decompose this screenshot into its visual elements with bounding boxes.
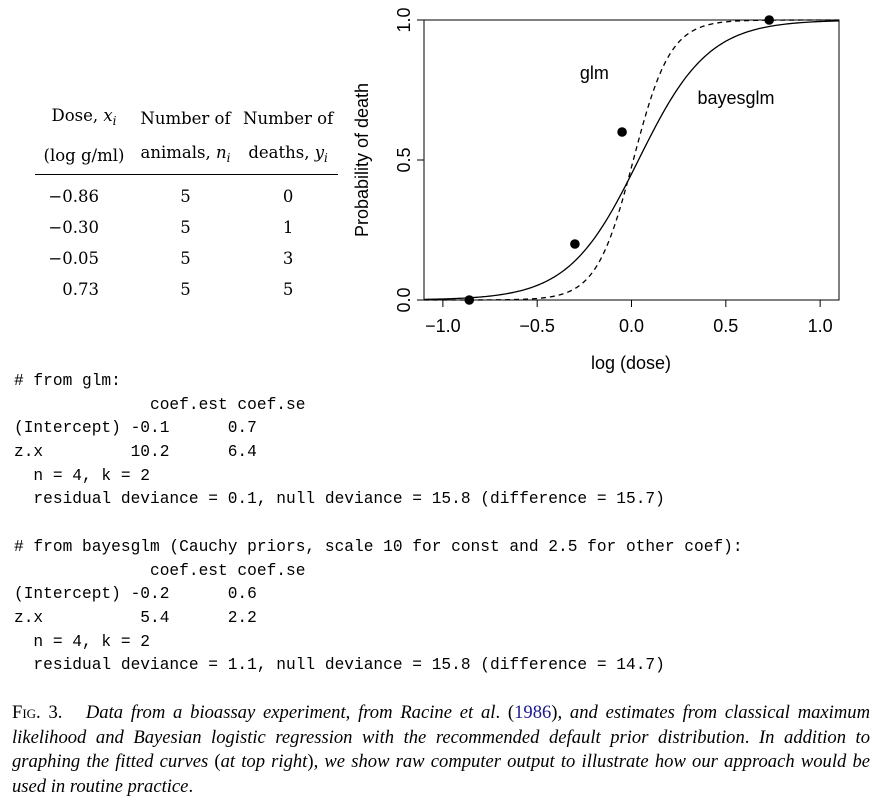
data-point <box>764 15 775 25</box>
glm-curve <box>424 19 839 301</box>
glm-label: glm <box>580 63 609 83</box>
cell-deaths: 3 <box>282 249 294 268</box>
header-animals: Number of <box>140 109 231 128</box>
caption-text: , we show raw computer output to illustr… <box>12 751 871 797</box>
output-line: residual deviance = 0.1, null deviance =… <box>14 490 665 509</box>
caption-punct: ) <box>307 751 314 772</box>
output-line: residual deviance = 1.1, null deviance =… <box>14 656 665 675</box>
output-line: coef.est coef.se <box>14 561 306 580</box>
cell-animals: 5 <box>180 249 191 268</box>
citation-link[interactable]: 1986 <box>514 702 552 723</box>
output-line: n = 4, k = 2 <box>14 632 150 651</box>
header-deaths-var: deaths, yi <box>238 137 339 175</box>
x-tick-label: 0.5 <box>713 316 738 336</box>
figure-caption: Fig. 3. Data from a bioassay experiment,… <box>12 701 870 799</box>
output-line: # from bayesglm (Cauchy priors, scale 10… <box>14 537 743 556</box>
x-tick-label: −1.0 <box>425 316 461 336</box>
bayesglm-curve <box>423 20 840 301</box>
computer-output: # from glm: coef.est coef.se (Intercept) … <box>14 370 743 678</box>
table-row: −0.30 5 1 <box>35 212 338 243</box>
table-row: −0.05 5 3 <box>35 243 338 274</box>
header-animals-var: animals, ni <box>133 137 238 175</box>
cell-dose: 0.73 <box>62 280 99 299</box>
caption-punct: ( <box>214 751 221 772</box>
output-line: (Intercept) -0.1 0.7 <box>14 419 257 438</box>
table-row: 0.73 5 5 <box>35 274 338 305</box>
caption-punct: . <box>188 775 194 797</box>
cell-animals: 5 <box>180 187 191 206</box>
logistic-curves-chart: −1.0 −0.5 0.0 0.5 1.0 0.00.51.0 glmbayesglm … <box>352 7 840 373</box>
output-line: z.x 10.2 6.4 <box>14 443 257 462</box>
cell-dose: −0.05 <box>48 249 99 268</box>
cell-deaths: 1 <box>282 218 294 237</box>
x-tick-label: 1.0 <box>808 316 833 336</box>
plot-frame <box>423 19 840 301</box>
output-line: z.x 5.4 2.2 <box>14 608 257 627</box>
y-axis-label: Probability of death <box>352 83 372 237</box>
output-line: n = 4, k = 2 <box>14 466 150 485</box>
caption-punct: ) <box>551 702 558 723</box>
header-dose: Dose, xi <box>51 106 117 128</box>
y-tick-label: 0.0 <box>394 287 414 312</box>
x-tick-label: 0.0 <box>619 316 644 336</box>
cell-animals: 5 <box>180 280 191 299</box>
caption-text: In addition to graphing the fitted curve… <box>12 726 871 773</box>
cell-dose: −0.30 <box>48 218 99 237</box>
cell-animals: 5 <box>180 218 191 237</box>
y-tick-label: 0.5 <box>394 147 414 172</box>
cell-deaths: 0 <box>282 187 294 206</box>
caption-punct: ( <box>507 702 515 723</box>
caption-text: at top right <box>220 751 308 772</box>
header-dose-unit: (log g/ml) <box>35 137 133 175</box>
output-line: (Intercept) -0.2 0.6 <box>14 585 257 604</box>
caption-punct: . <box>495 702 508 723</box>
table-header-row: Dose, xi Number of Number of <box>35 100 338 137</box>
caption-punct: , <box>345 702 359 723</box>
data-point <box>570 239 580 249</box>
data-point <box>617 127 627 137</box>
x-axis-label: log (dose) <box>591 353 671 373</box>
bioassay-table: Dose, xi Number of Number of (log g/ml) … <box>35 100 339 305</box>
output-line: coef.est coef.se <box>14 395 306 414</box>
x-tick-label: −0.5 <box>519 316 555 336</box>
cell-deaths: 5 <box>282 280 294 299</box>
table-header-row-2: (log g/ml) animals, ni deaths, yi <box>35 137 339 175</box>
bayesglm-label: bayesglm <box>698 88 775 108</box>
caption-text: from Racine et al <box>358 702 496 723</box>
header-deaths: Number of <box>243 109 334 128</box>
caption-text: Data from a bioassay experiment <box>85 702 346 723</box>
output-line <box>14 512 743 536</box>
cell-dose: −0.86 <box>48 187 99 206</box>
output-line: # from glm: <box>14 372 121 390</box>
table-row: −0.86 5 0 <box>35 175 338 213</box>
y-tick-label: 1.0 <box>394 7 414 32</box>
figure-label: Fig. 3. <box>12 702 63 723</box>
caption-text: , and estimates from classical maximum l… <box>12 702 871 748</box>
caption-punct: . <box>744 726 759 748</box>
